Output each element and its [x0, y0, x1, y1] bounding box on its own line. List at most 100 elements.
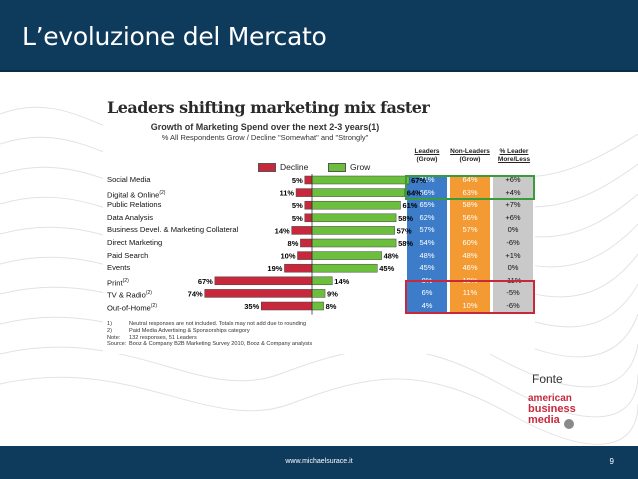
- note-text: Booz & Company B2B Marketing Survey 2010…: [129, 341, 313, 348]
- diff-value: +6%: [505, 175, 521, 184]
- non-leaders-value: 58%: [462, 200, 478, 210]
- category-label-text: Events: [107, 263, 131, 273]
- chart-subtitle-detail: % All Respondents Grow / Decline "Somewh…: [161, 133, 369, 142]
- grow-data-label: 64%: [407, 189, 422, 198]
- category-label: Out-of-Home(2): [107, 301, 157, 314]
- category-label-text: Paid Search: [107, 250, 149, 260]
- category-label-text: Out-of-Home: [107, 303, 151, 313]
- decline-data-label: 5%: [292, 176, 303, 185]
- grow-data-label: 8%: [326, 302, 337, 311]
- grow-bar: [311, 263, 378, 273]
- category-label-text: Digital & Online: [107, 190, 160, 200]
- grow-bar: [311, 301, 324, 311]
- category-footnote: (2): [150, 303, 158, 309]
- category-label: Direct Marketing: [107, 238, 162, 248]
- decline-bar: [304, 175, 313, 185]
- legend-grow: Grow: [328, 162, 370, 173]
- grow-data-label: 48%: [384, 252, 399, 261]
- non-leaders-value: 10%: [462, 301, 478, 310]
- decline-data-label: 8%: [288, 239, 299, 248]
- chart-figure: Leaders shifting marketing mix faster Gr…: [103, 96, 535, 354]
- leaders-value: 71%: [419, 175, 435, 184]
- diff-value: +1%: [505, 250, 521, 260]
- grow-bar: [311, 276, 333, 286]
- category-footnote: (2): [122, 277, 129, 284]
- chart-subtitle: Growth of Marketing Spend over the next …: [150, 122, 380, 132]
- note-line: Note: 132 responses, 51 Leaders: [107, 335, 312, 342]
- diff-value: +4%: [505, 187, 521, 197]
- category-label: Events: [107, 263, 130, 273]
- diff-value: 0%: [507, 225, 519, 235]
- note-text: Paid Media Advertising & Sponsorships ca…: [129, 327, 250, 334]
- bar-chart: 5% 67% 11% 64% 5% 61% 5% 58% 14% 57% 8% 58% 10% 48% 19…: [188, 174, 426, 315]
- non-leaders-value: 48%: [462, 250, 478, 260]
- non-leaders-value: 46%: [462, 263, 478, 273]
- grow-data-label: 58%: [398, 239, 413, 248]
- grow-bar: [311, 226, 395, 235]
- non-leaders-value: 56%: [462, 212, 478, 222]
- decline-data-label: 5%: [292, 214, 303, 223]
- category-label: Public Relations: [107, 200, 161, 210]
- grow-data-label: 67%: [411, 176, 426, 185]
- decline-bar: [300, 238, 313, 248]
- highlight-decline-box: [405, 280, 535, 314]
- note-marker: Note:: [107, 334, 121, 341]
- chart-title: Leaders shifting marketing mix faster: [107, 98, 430, 117]
- note-line: 2) Paid Media Advertising & Sponsorships …: [107, 328, 312, 335]
- category-label: Business Devel. & Marketing Collateral: [107, 225, 238, 235]
- decline-data-label: 14%: [275, 226, 290, 235]
- non-leaders-value: 11%: [462, 288, 478, 298]
- grow-bar: [311, 251, 382, 260]
- header-leaders: Leaders (Grow): [407, 148, 447, 163]
- decline-bar: [261, 301, 313, 311]
- legend-swatch-decline: [258, 163, 276, 173]
- page-number: 9: [609, 457, 614, 466]
- logo-line-3: media: [528, 414, 560, 426]
- leaders-value: 62%: [419, 212, 435, 222]
- decline-data-label: 19%: [267, 264, 282, 273]
- decline-data-label: 67%: [198, 277, 213, 286]
- decline-data-label: 35%: [244, 302, 259, 311]
- category-label: TV & Radio(2): [107, 288, 152, 301]
- decline-data-label: 74%: [188, 289, 203, 298]
- header-leaders-text: Leaders: [414, 148, 440, 155]
- category-label: Print(2): [107, 276, 129, 289]
- diff-value: -6%: [506, 301, 520, 310]
- decline-data-label: 5%: [292, 201, 303, 210]
- decline-data-label: 11%: [279, 189, 294, 198]
- note-marker: Source:: [107, 341, 127, 348]
- category-label: Digital & Online(2): [107, 188, 165, 201]
- note-line: Source: Booz & Company B2B Marketing Surv…: [107, 341, 312, 348]
- diff-value: -5%: [506, 288, 520, 298]
- logo-line-1: american: [528, 393, 572, 404]
- category-footnote: (2): [159, 189, 166, 196]
- category-label: Paid Search: [107, 251, 148, 261]
- header-leaders-sub: (Grow): [416, 155, 438, 163]
- non-leaders-value: 64%: [462, 175, 478, 184]
- leaders-value: 48%: [419, 250, 435, 260]
- legend-swatch-grow: [328, 163, 346, 173]
- leaders-value: 65%: [419, 200, 435, 210]
- category-label-text: Social Media: [107, 175, 151, 184]
- leaders-value: 66%: [419, 187, 435, 197]
- decline-bar: [304, 213, 313, 223]
- highlight-grow-box: [405, 175, 535, 200]
- header-non-leaders-text: Non-Leaders: [450, 148, 490, 155]
- logo-globe-icon: [564, 419, 574, 429]
- legend-decline: Decline: [258, 162, 308, 173]
- category-footnote: (2): [145, 290, 152, 297]
- grow-data-label: 14%: [334, 277, 349, 286]
- category-label: Social Media: [107, 175, 150, 185]
- note-marker: 1): [107, 321, 112, 327]
- note-text: Neutral responses are not included. Tota…: [129, 321, 307, 327]
- non-leaders-value: 57%: [462, 225, 478, 235]
- diff-value: +7%: [505, 200, 521, 210]
- header-diff: % Leader More/Less: [493, 148, 535, 163]
- header-diff-text: % Leader More/Less: [497, 148, 531, 163]
- grow-bar: [311, 175, 410, 185]
- slide-header: L’evoluzione del Mercato: [0, 0, 638, 72]
- grow-data-label: 57%: [397, 226, 412, 235]
- grow-bar: [311, 289, 326, 298]
- decline-bar: [214, 276, 313, 286]
- leaders-value: 45%: [419, 263, 435, 273]
